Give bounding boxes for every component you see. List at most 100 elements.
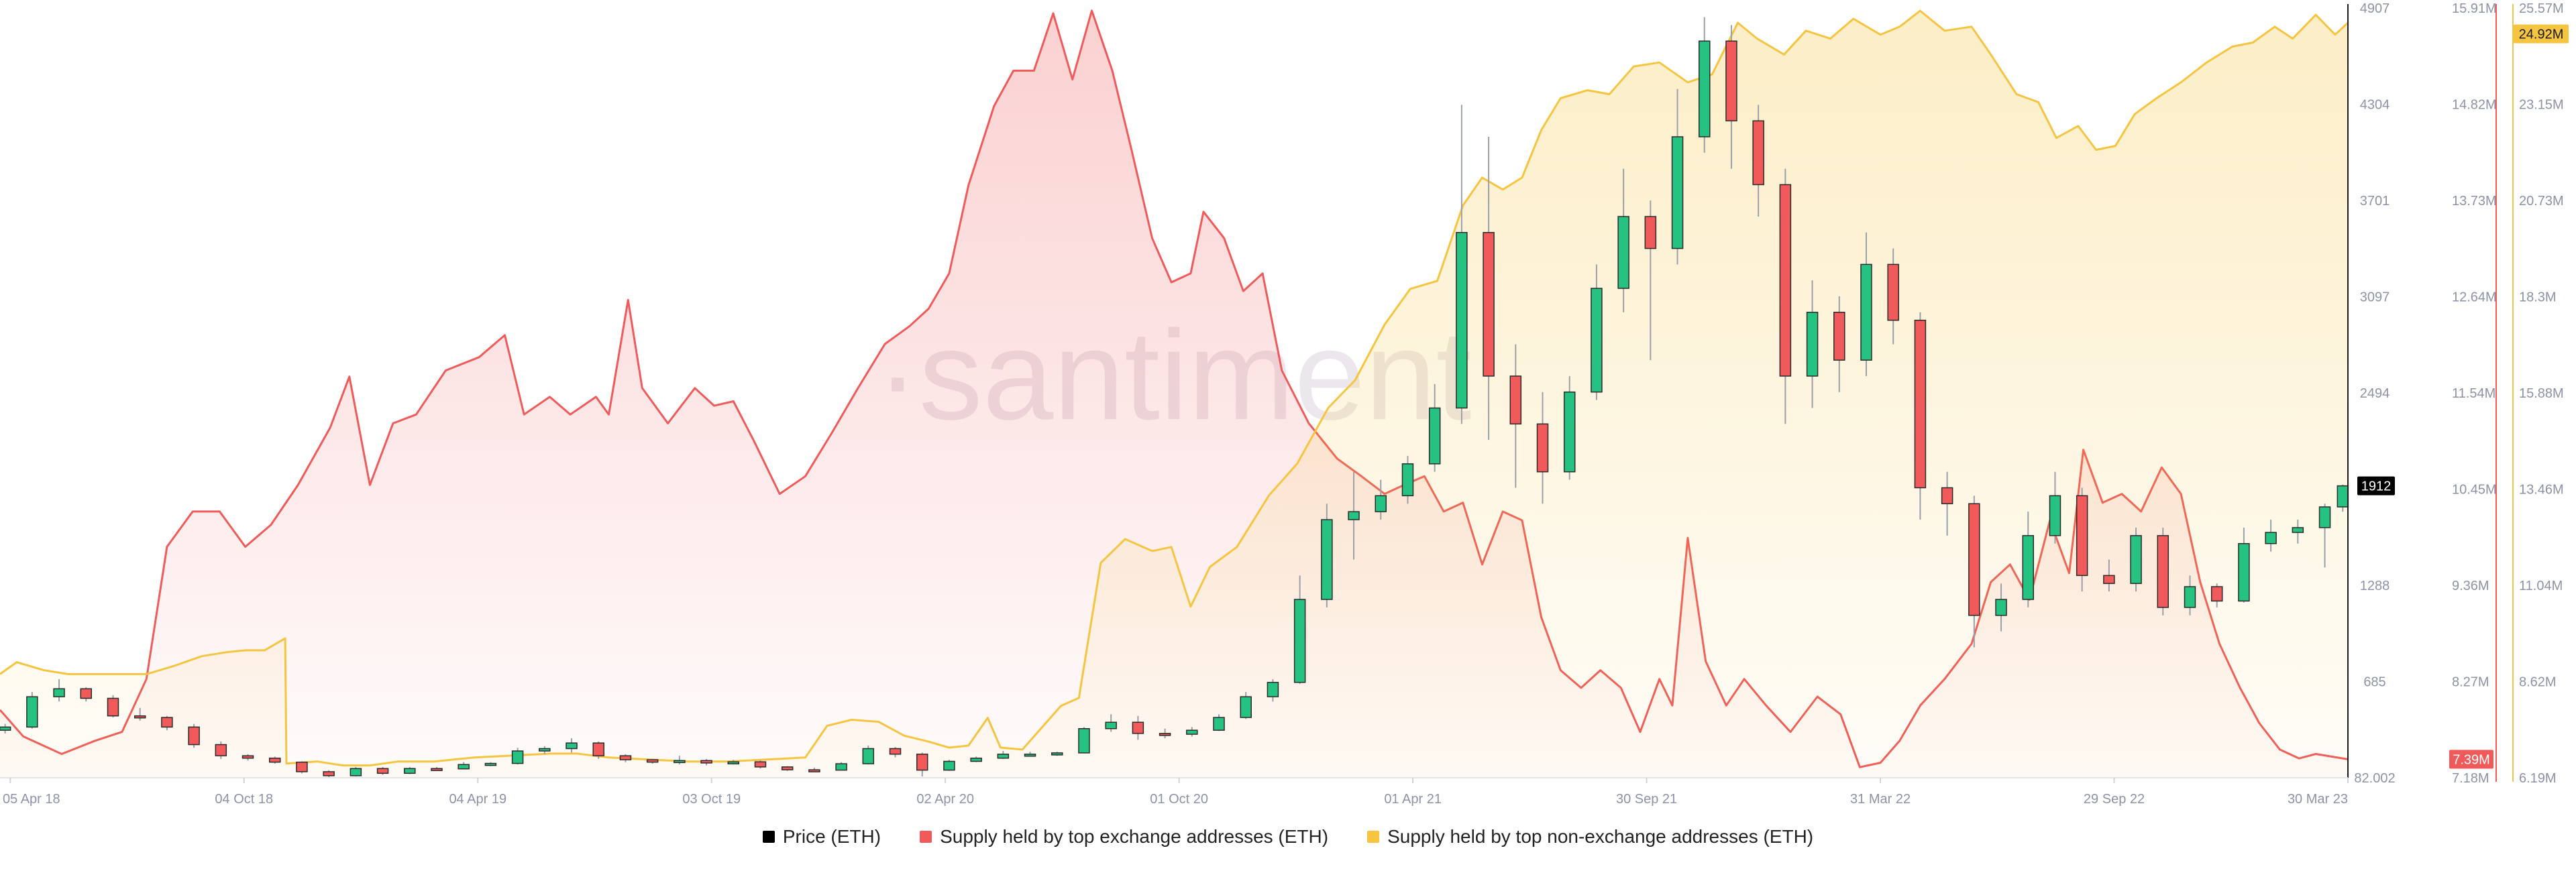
- candle-56: [1509, 344, 1522, 488]
- candle-13: [350, 766, 362, 777]
- price-axis-tick: 4907: [2360, 1, 2390, 16]
- candle-68: [1833, 296, 1845, 392]
- candle-44: [1186, 727, 1198, 737]
- candle-body: [943, 760, 955, 771]
- candle-body: [1401, 463, 1414, 497]
- legend-swatch-exchange: [920, 831, 932, 843]
- candle-71: [1914, 312, 1927, 520]
- exchange-axis-tick: 8.27M: [2452, 675, 2489, 690]
- candle-41: [1105, 714, 1117, 732]
- candle-49: [1321, 504, 1333, 607]
- candle-30: [808, 768, 820, 772]
- candle-body: [376, 768, 389, 774]
- candle-34: [916, 752, 928, 777]
- exchange-axis-tick: 12.64M: [2452, 290, 2497, 305]
- legend-label-non-exchange: Supply held by top non-exchange addresse…: [1387, 826, 1814, 847]
- candle-75: [2022, 512, 2034, 607]
- candle-58: [1563, 375, 1576, 480]
- candle-50: [1348, 471, 1360, 560]
- candle-body: [889, 748, 902, 755]
- candle-body: [1132, 721, 1144, 734]
- candle-25: [674, 756, 686, 765]
- x-tick-label: 04 Oct 18: [215, 792, 273, 807]
- candle-body: [2022, 535, 2034, 600]
- candle-22: [592, 741, 604, 759]
- candle-body: [1078, 727, 1090, 754]
- candle-body: [431, 768, 443, 771]
- price-current-label-text: 1912: [2361, 479, 2392, 494]
- candle-73: [1968, 495, 1980, 648]
- candle-body: [1995, 599, 2007, 616]
- x-tick-label: 31 Mar 22: [1850, 792, 1911, 807]
- non-exchange-axis-tick: 25.57M: [2519, 1, 2564, 16]
- candle-body: [1914, 319, 1927, 489]
- legend-label-price: Price (ETH): [782, 826, 881, 847]
- candle-body: [2103, 575, 2115, 584]
- candle-body: [1941, 487, 1953, 504]
- price-axis-tick: 4304: [2360, 98, 2390, 113]
- candle-body: [539, 748, 551, 752]
- candle-76: [2049, 471, 2061, 544]
- legend-item-non-exchange[interactable]: Supply held by top non-exchange addresse…: [1367, 826, 1813, 848]
- candle-body: [1617, 216, 1629, 289]
- candle-8: [215, 741, 227, 759]
- exchange-axis-tick: 10.45M: [2452, 483, 2497, 498]
- x-tick-label: 02 Apr 20: [916, 792, 974, 807]
- candle-10: [268, 756, 281, 764]
- candle-body: [1779, 184, 1792, 377]
- candle-66: [1779, 168, 1792, 424]
- candle-16: [431, 766, 443, 771]
- candle-52: [1401, 455, 1414, 504]
- candle-body: [619, 755, 632, 760]
- candle-body: [835, 763, 847, 771]
- candle-5: [133, 707, 146, 721]
- x-tick-label: 29 Sep 22: [2084, 792, 2145, 807]
- candle-body: [1752, 120, 1764, 186]
- candle-body: [2049, 495, 2061, 536]
- candle-40: [1078, 727, 1090, 754]
- candle-70: [1887, 248, 1899, 345]
- candle-body: [781, 766, 794, 770]
- candle-64: [1725, 25, 1737, 169]
- candle-body: [2130, 535, 2142, 584]
- candle-57: [1536, 392, 1549, 504]
- candle-69: [1860, 232, 1872, 376]
- candle-body: [2265, 532, 2277, 544]
- candle-body: [700, 760, 712, 764]
- series-non-exchange-line: [0, 9, 2349, 767]
- candle-54: [1456, 105, 1468, 424]
- candle-body: [458, 764, 470, 770]
- candle-body: [1483, 232, 1495, 377]
- candle-body: [1536, 423, 1549, 473]
- non-exchange-axis-tick: 11.04M: [2519, 579, 2563, 593]
- candle-37: [997, 751, 1010, 759]
- candle-body: [646, 759, 659, 763]
- candle-body: [1456, 232, 1468, 409]
- candle-body: [80, 688, 93, 699]
- non-exchange-current-label-bg: [2514, 24, 2569, 44]
- candle-32: [862, 745, 875, 765]
- candle-body: [296, 761, 308, 772]
- candle-23: [619, 754, 632, 762]
- x-tick-label: 30 Mar 23: [2288, 792, 2348, 807]
- legend-item-price[interactable]: Price (ETH): [762, 826, 881, 848]
- candle-body: [727, 761, 740, 764]
- candle-body: [1968, 503, 1980, 616]
- candle-11: [296, 761, 308, 774]
- candle-31: [835, 762, 847, 771]
- candle-body: [1833, 311, 1845, 361]
- exchange-axis-tick: 11.54M: [2452, 386, 2496, 401]
- legend-label-exchange: Supply held by top exchange addresses (E…: [940, 826, 1329, 847]
- legend-item-exchange[interactable]: Supply held by top exchange addresses (E…: [920, 826, 1328, 848]
- candle-2: [53, 679, 65, 702]
- candle-body: [161, 717, 173, 728]
- exchange-axis-tick: 14.82M: [2452, 98, 2497, 113]
- candle-48: [1293, 575, 1306, 685]
- candle-18: [484, 762, 497, 766]
- candle-72: [1941, 471, 1953, 536]
- candle-body: [1051, 752, 1063, 756]
- candle-84: [2265, 520, 2277, 552]
- price-axis-tick: 3097: [2360, 290, 2390, 305]
